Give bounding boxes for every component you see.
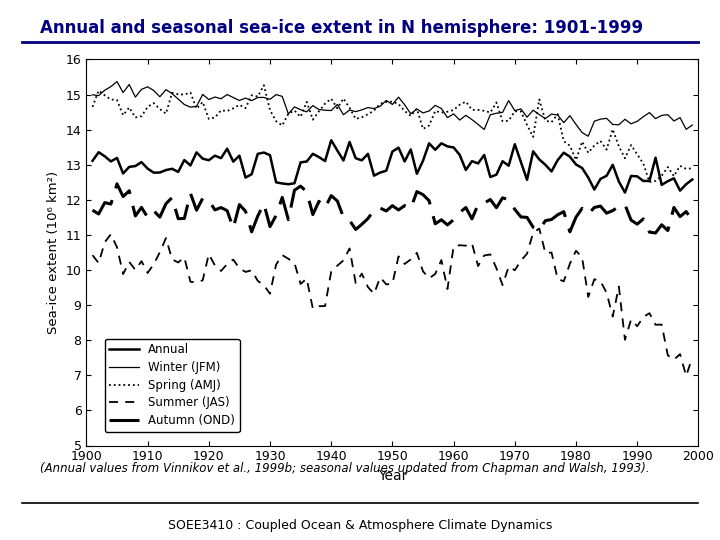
Text: SOEE3410 : Coupled Ocean & Atmosphere Climate Dynamics: SOEE3410 : Coupled Ocean & Atmosphere Cl… — [168, 519, 552, 532]
Text: Annual and seasonal sea-ice extent in N hemisphere: 1901-1999: Annual and seasonal sea-ice extent in N … — [40, 19, 643, 37]
X-axis label: Year: Year — [378, 469, 407, 483]
Legend: Annual, Winter (JFM), Spring (AMJ), Summer (JAS), Autumn (OND): Annual, Winter (JFM), Spring (AMJ), Summ… — [104, 339, 240, 432]
Y-axis label: Sea-ice extent (10⁶ km²): Sea-ice extent (10⁶ km²) — [47, 171, 60, 334]
Text: (Annual values from Vinnikov et al., 1999b; seasonal values updated from Chapman: (Annual values from Vinnikov et al., 199… — [40, 462, 649, 475]
